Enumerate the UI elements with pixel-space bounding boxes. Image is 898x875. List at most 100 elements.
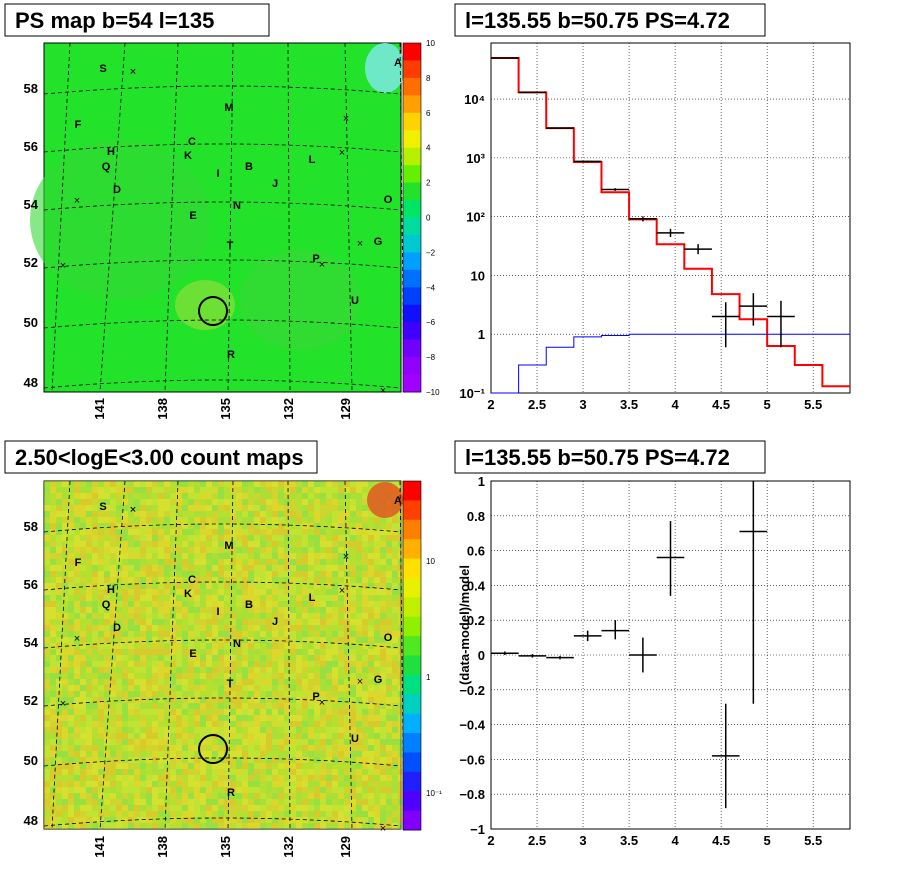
noise-pixel <box>44 595 50 601</box>
noise-pixel <box>116 601 122 607</box>
noise-pixel <box>212 559 218 565</box>
noise-pixel <box>158 595 164 601</box>
noise-pixel <box>284 493 290 499</box>
noise-pixel <box>236 655 242 661</box>
map-y-tick-label: 54 <box>24 197 39 212</box>
noise-pixel <box>206 769 212 775</box>
noise-pixel <box>314 601 320 607</box>
noise-pixel <box>116 637 122 643</box>
noise-pixel <box>326 787 332 793</box>
noise-pixel <box>212 511 218 517</box>
noise-pixel <box>278 577 284 583</box>
noise-pixel <box>116 805 122 811</box>
noise-pixel <box>146 649 152 655</box>
noise-pixel <box>140 631 146 637</box>
noise-pixel <box>110 511 116 517</box>
noise-pixel <box>218 577 224 583</box>
noise-pixel <box>182 625 188 631</box>
noise-pixel <box>152 541 158 547</box>
noise-pixel <box>200 697 206 703</box>
colorbar-swatch <box>403 500 421 521</box>
noise-pixel <box>98 799 104 805</box>
noise-pixel <box>74 619 80 625</box>
noise-pixel <box>128 805 134 811</box>
noise-pixel <box>254 553 260 559</box>
noise-pixel <box>146 565 152 571</box>
noise-pixel <box>50 523 56 529</box>
noise-pixel <box>86 571 92 577</box>
noise-pixel <box>74 667 80 673</box>
noise-pixel <box>326 667 332 673</box>
noise-pixel <box>308 625 314 631</box>
latitude-line <box>43 85 402 95</box>
noise-pixel <box>242 661 248 667</box>
noise-pixel <box>134 547 140 553</box>
noise-pixel <box>254 793 260 799</box>
noise-pixel <box>50 661 56 667</box>
noise-pixel <box>68 715 74 721</box>
noise-pixel <box>278 667 284 673</box>
noise-pixel <box>212 583 218 589</box>
noise-pixel <box>266 559 272 565</box>
noise-pixel <box>92 625 98 631</box>
noise-pixel <box>140 751 146 757</box>
noise-pixel <box>284 799 290 805</box>
noise-pixel <box>326 655 332 661</box>
noise-pixel <box>290 493 296 499</box>
noise-pixel <box>272 679 278 685</box>
noise-pixel <box>386 535 392 541</box>
noise-pixel <box>374 793 380 799</box>
noise-pixel <box>392 799 398 805</box>
map-y-tick-label: 58 <box>24 81 38 96</box>
noise-pixel <box>242 817 248 823</box>
noise-pixel <box>110 727 116 733</box>
noise-pixel <box>272 763 278 769</box>
noise-pixel <box>368 511 374 517</box>
noise-pixel <box>56 793 62 799</box>
noise-pixel <box>218 493 224 499</box>
spectrum-plot-area <box>490 42 851 394</box>
noise-pixel <box>350 505 356 511</box>
noise-pixel <box>272 523 278 529</box>
noise-pixel <box>296 751 302 757</box>
noise-pixel <box>368 583 374 589</box>
noise-pixel <box>140 535 146 541</box>
colorbar-swatch <box>403 182 421 201</box>
noise-pixel <box>374 517 380 523</box>
noise-pixel <box>344 763 350 769</box>
noise-pixel <box>170 523 176 529</box>
noise-pixel <box>266 805 272 811</box>
noise-pixel <box>62 751 68 757</box>
noise-pixel <box>344 637 350 643</box>
noise-pixel <box>248 697 254 703</box>
noise-pixel <box>80 523 86 529</box>
noise-pixel <box>140 823 146 829</box>
noise-pixel <box>290 523 296 529</box>
source-label-o: O <box>384 632 393 644</box>
noise-pixel <box>284 553 290 559</box>
noise-pixel <box>158 799 164 805</box>
noise-pixel <box>386 775 392 781</box>
noise-pixel <box>152 811 158 817</box>
noise-pixel <box>278 595 284 601</box>
noise-pixel <box>68 787 74 793</box>
residual-axes: 2 2.5 3 3.5 4 4.5 5 5.510.80.60.40.20−0.2−0.4−0… <box>459 474 822 848</box>
noise-pixel <box>392 751 398 757</box>
noise-pixel <box>116 817 122 823</box>
noise-pixel <box>368 823 374 829</box>
noise-pixel <box>266 745 272 751</box>
noise-pixel <box>134 553 140 559</box>
noise-pixel <box>308 739 314 745</box>
noise-pixel <box>392 559 398 565</box>
noise-pixel <box>236 553 242 559</box>
noise-pixel <box>368 799 374 805</box>
noise-pixel <box>122 655 128 661</box>
residual-x-tick-label: 5 <box>764 833 771 848</box>
noise-pixel <box>254 823 260 829</box>
noise-pixel <box>314 595 320 601</box>
noise-pixel <box>296 781 302 787</box>
noise-pixel <box>356 565 362 571</box>
noise-pixel <box>350 685 356 691</box>
noise-pixel <box>110 781 116 787</box>
noise-pixel <box>122 775 128 781</box>
